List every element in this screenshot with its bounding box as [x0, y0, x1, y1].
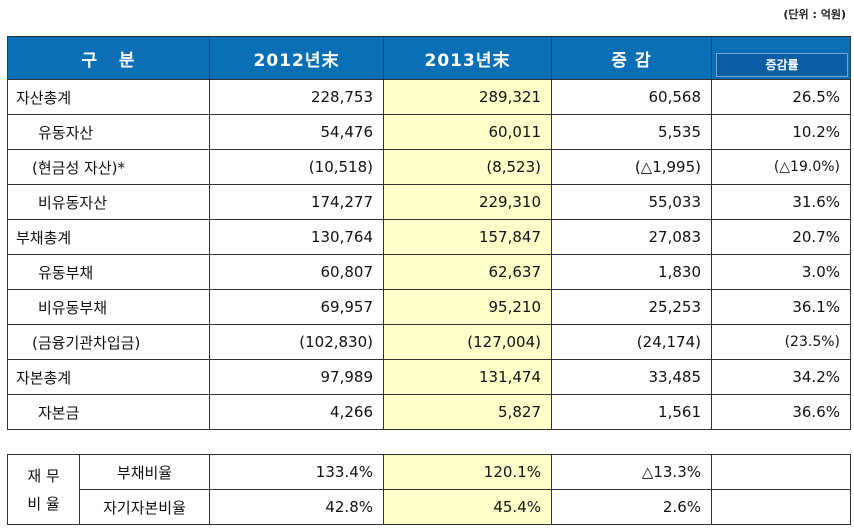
cell-2013: 5,827	[383, 394, 552, 430]
ratio-2013: 120.1%	[383, 454, 552, 490]
header-2012: 2012년末	[209, 36, 384, 80]
table-row: 유동자산 54,476 60,011 5,535 10.2%	[7, 114, 851, 150]
unit-note: (단위 : 억원)	[783, 8, 846, 21]
ratio-row: 재 무 비 율 부채비율 133.4% 120.1% △13.3%	[7, 454, 851, 525]
cell-2013: 229,310	[383, 184, 552, 220]
ratio-rate	[711, 454, 851, 490]
header-change: 증 감	[551, 36, 712, 80]
table-row: 자산총계 228,753 289,321 60,568 26.5%	[7, 79, 851, 115]
cell-rate: 3.0%	[711, 254, 851, 290]
row-label: 비유동부채	[7, 289, 210, 325]
cell-2012: 69,957	[209, 289, 384, 325]
cell-rate: 31.6%	[711, 184, 851, 220]
row-label: 유동자산	[7, 114, 210, 150]
cell-2013: 62,637	[383, 254, 552, 290]
ratio-rate	[711, 489, 851, 525]
cell-change: 1,561	[551, 394, 712, 430]
ratio-label: 자기자본비율	[79, 489, 210, 525]
financial-table: 구 분 2012년末 2013년末 증 감 증감률 자산총계 228,753 289…	[7, 36, 851, 430]
ratio-2013: 45.4%	[383, 489, 552, 525]
cell-2013: 60,011	[383, 114, 552, 150]
cell-rate: 10.2%	[711, 114, 851, 150]
row-label: 자본총계	[7, 359, 210, 395]
cell-rate: 36.6%	[711, 394, 851, 430]
cell-2012: 97,989	[209, 359, 384, 395]
row-label: 자본금	[7, 394, 210, 430]
header-2013: 2013년末	[383, 36, 552, 80]
cell-rate: 26.5%	[711, 79, 851, 115]
table-row: 비유동부채 69,957 95,210 25,253 36.1%	[7, 289, 851, 325]
cell-change: (△1,995)	[551, 149, 712, 185]
row-label: 부채총계	[7, 219, 210, 255]
cell-rate: 20.7%	[711, 219, 851, 255]
row-label: (현금성 자산)*	[7, 149, 210, 185]
table-row: (금융기관차입금) (102,830) (127,004) (24,174) (23.5…	[7, 324, 851, 360]
cell-change: 55,033	[551, 184, 712, 220]
cell-rate: 36.1%	[711, 289, 851, 325]
cell-change: 5,535	[551, 114, 712, 150]
cell-2013: 95,210	[383, 289, 552, 325]
cell-rate: (△19.0%)	[711, 149, 851, 185]
cell-2012: 174,277	[209, 184, 384, 220]
ratio-2012: 133.4%	[209, 454, 384, 490]
cell-2012: 54,476	[209, 114, 384, 150]
ratio-label: 부채비율	[79, 454, 210, 490]
ratio-2012: 42.8%	[209, 489, 384, 525]
cell-2013: 157,847	[383, 219, 552, 255]
cell-2013: (127,004)	[383, 324, 552, 360]
cell-2012: (10,518)	[209, 149, 384, 185]
row-label: (금융기관차입금)	[7, 324, 210, 360]
cell-2013: (8,523)	[383, 149, 552, 185]
cell-change: 1,830	[551, 254, 712, 290]
cell-change: 25,253	[551, 289, 712, 325]
ratio-category: 재 무 비 율	[7, 454, 80, 525]
header-change-rate: 증감률	[716, 53, 848, 77]
row-label: 비유동자산	[7, 184, 210, 220]
table-row: 유동부채 60,807 62,637 1,830 3.0%	[7, 254, 851, 290]
cell-change: (24,174)	[551, 324, 712, 360]
cell-2013: 131,474	[383, 359, 552, 395]
header-row: 구 분 2012년末 2013년末 증 감 증감률	[7, 36, 851, 80]
cell-2012: 4,266	[209, 394, 384, 430]
cell-rate: 34.2%	[711, 359, 851, 395]
row-label: 자산총계	[7, 79, 210, 115]
table-row: (현금성 자산)* (10,518) (8,523) (△1,995) (△19.0%)	[7, 149, 851, 185]
ratio-change: △13.3%	[551, 454, 712, 490]
ratio-row: 자기자본비율 42.8% 45.4% 2.6%	[8, 489, 851, 525]
table-row: 부채총계 130,764 157,847 27,083 20.7%	[7, 219, 851, 255]
table-row: 자본총계 97,989 131,474 33,485 34.2%	[7, 359, 851, 395]
table-row: 자본금 4,266 5,827 1,561 36.6%	[7, 394, 851, 430]
cell-change: 60,568	[551, 79, 712, 115]
cell-2012: 228,753	[209, 79, 384, 115]
cell-change: 33,485	[551, 359, 712, 395]
cell-2013: 289,321	[383, 79, 552, 115]
ratio-change: 2.6%	[551, 489, 712, 525]
header-change-rate-cell: 증감률	[711, 36, 851, 80]
cell-rate: (23.5%)	[711, 324, 851, 360]
cell-2012: 130,764	[209, 219, 384, 255]
table-row: 비유동자산 174,277 229,310 55,033 31.6%	[7, 184, 851, 220]
header-category: 구 분	[7, 36, 210, 80]
cell-2012: 60,807	[209, 254, 384, 290]
cell-2012: (102,830)	[209, 324, 384, 360]
row-label: 유동부채	[7, 254, 210, 290]
ratio-table: 재 무 비 율 부채비율 133.4% 120.1% △13.3% 자기자본비율 42.8%…	[7, 454, 851, 525]
cell-change: 27,083	[551, 219, 712, 255]
